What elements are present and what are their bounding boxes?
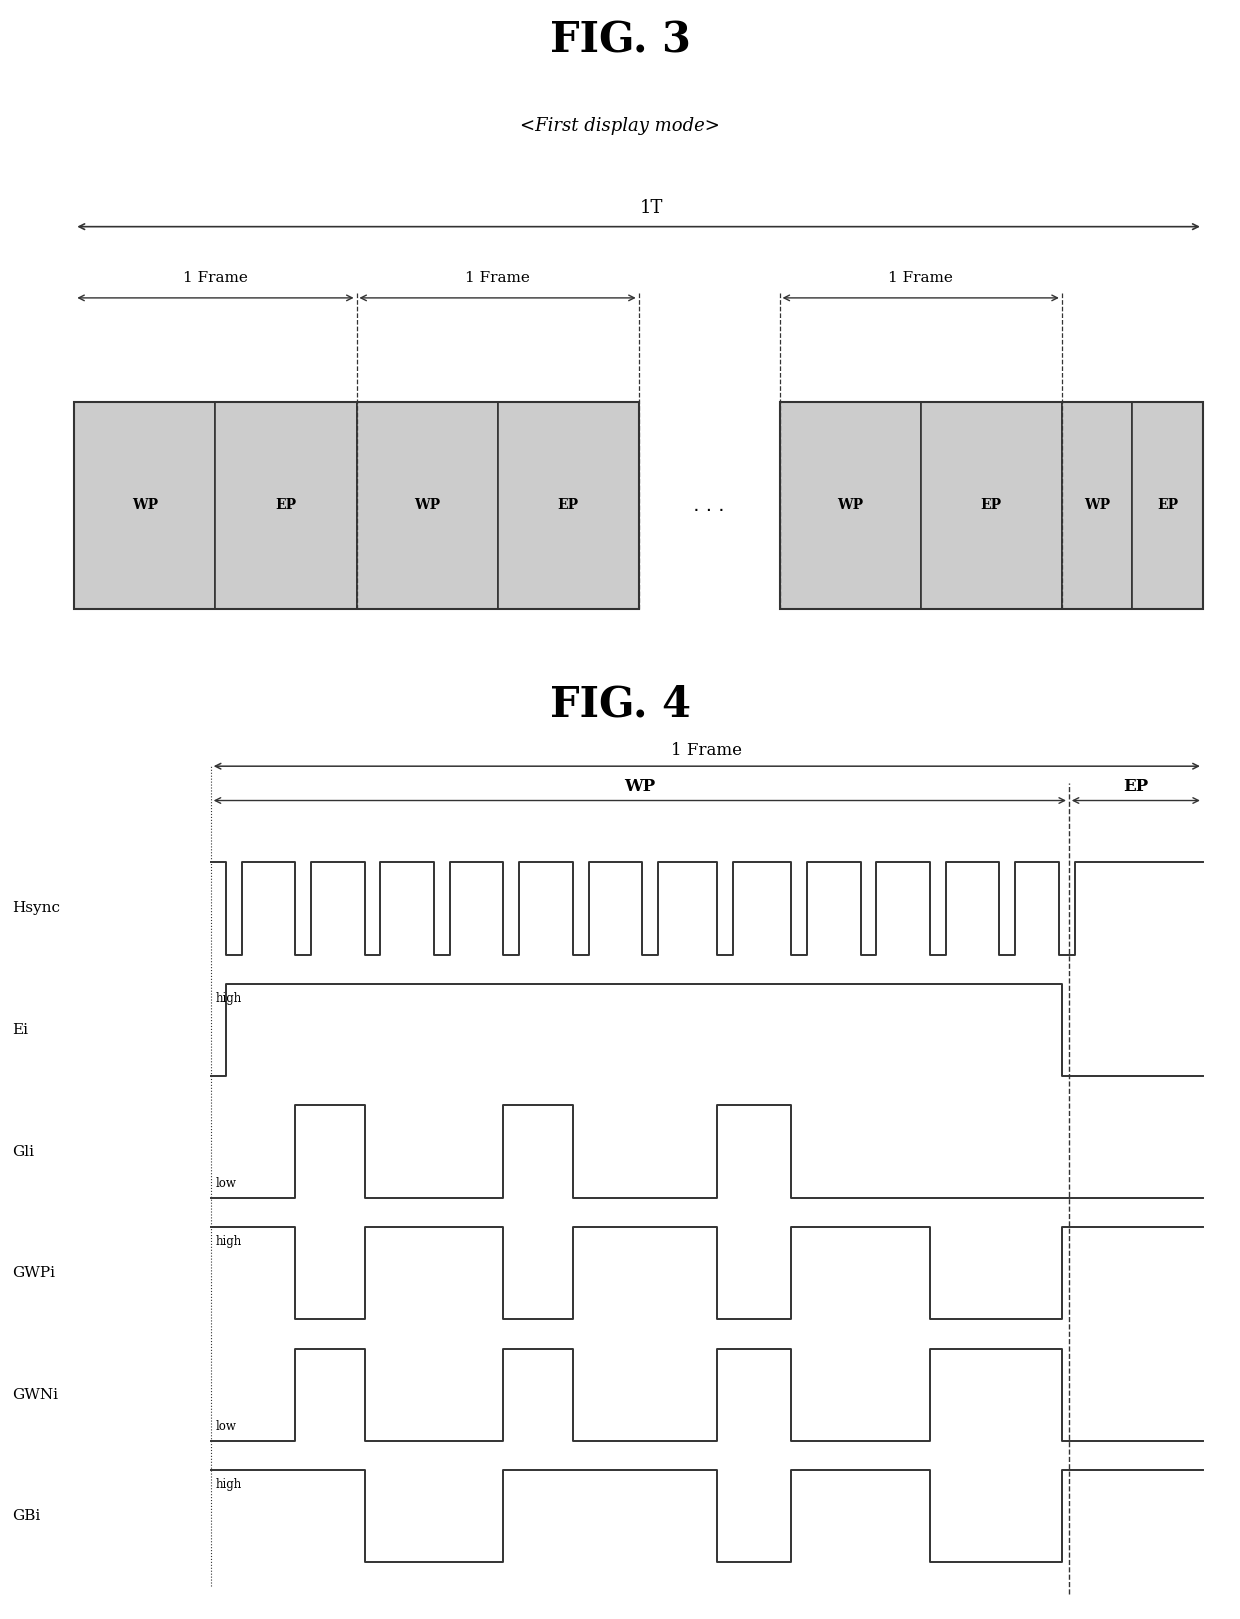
Text: EP: EP <box>981 499 1002 512</box>
Text: Ei: Ei <box>12 1023 29 1038</box>
Text: FIG. 3: FIG. 3 <box>549 19 691 62</box>
Bar <box>74 402 639 609</box>
Text: 1 Frame: 1 Frame <box>671 743 743 759</box>
Bar <box>357 402 497 609</box>
Text: low: low <box>216 1420 237 1433</box>
Text: low: low <box>216 1177 237 1190</box>
Text: WP: WP <box>1084 499 1110 512</box>
Text: 1T: 1T <box>640 199 662 217</box>
Text: WP: WP <box>837 499 863 512</box>
Text: EP: EP <box>275 499 296 512</box>
Text: high: high <box>216 992 242 1005</box>
Bar <box>1061 402 1132 609</box>
Bar <box>216 402 357 609</box>
Text: GWNi: GWNi <box>12 1387 58 1402</box>
Text: high: high <box>216 1478 242 1491</box>
Bar <box>780 402 920 609</box>
Bar <box>920 402 1061 609</box>
Text: EP: EP <box>1123 779 1148 795</box>
Text: FIG. 4: FIG. 4 <box>549 683 691 725</box>
Text: GWPi: GWPi <box>12 1266 56 1281</box>
Bar <box>497 402 639 609</box>
Text: WP: WP <box>131 499 157 512</box>
Text: GBi: GBi <box>12 1509 41 1523</box>
Text: Hsync: Hsync <box>12 902 61 915</box>
Text: 1 Frame: 1 Frame <box>465 270 529 285</box>
Text: Gli: Gli <box>12 1145 35 1159</box>
Text: 1 Frame: 1 Frame <box>184 270 248 285</box>
Text: . . .: . . . <box>687 495 732 515</box>
Text: EP: EP <box>558 499 579 512</box>
Bar <box>1132 402 1203 609</box>
Text: 1 Frame: 1 Frame <box>888 270 954 285</box>
Text: high: high <box>216 1235 242 1248</box>
Text: WP: WP <box>414 499 440 512</box>
Bar <box>780 402 1203 609</box>
Bar <box>74 402 216 609</box>
Text: WP: WP <box>624 779 656 795</box>
Text: EP: EP <box>1157 499 1178 512</box>
Text: <First display mode>: <First display mode> <box>520 117 720 134</box>
